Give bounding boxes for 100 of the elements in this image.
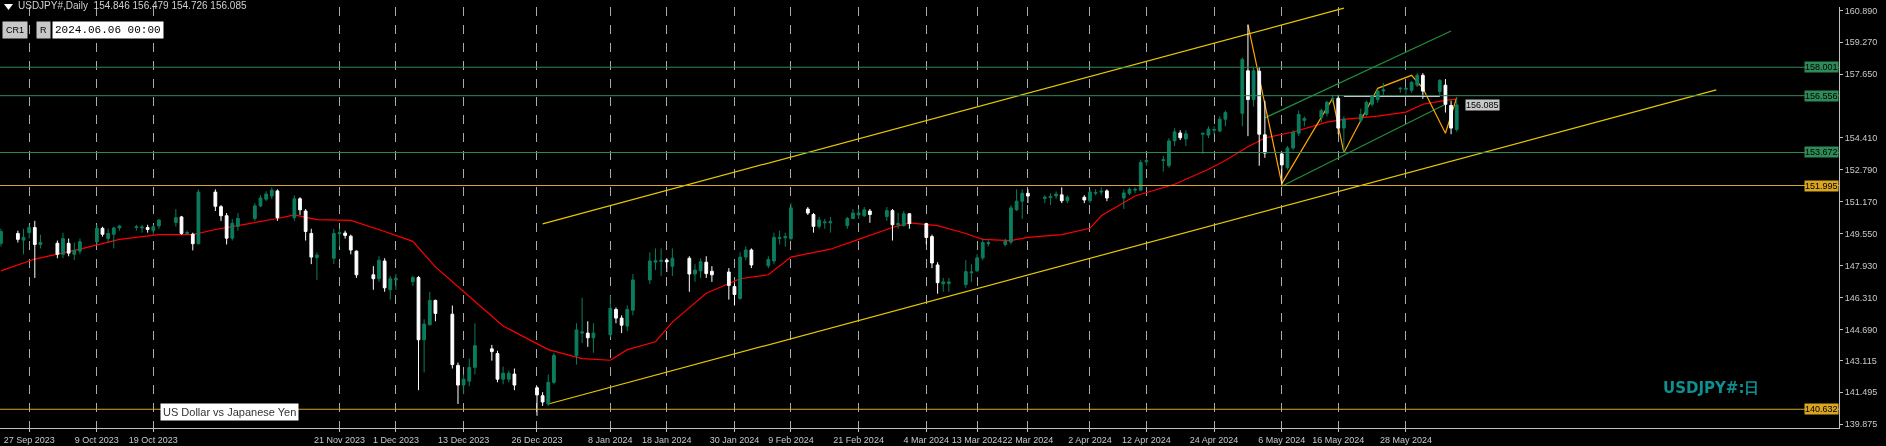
candlestick (811, 212, 816, 234)
candlestick (766, 255, 771, 269)
y-tick-label: 157.650 (1844, 69, 1878, 80)
chart-title: USDJPY#,Daily 154.846 156.479 154.726 156.085 (18, 0, 247, 12)
ref-line-label: 158.001 (1805, 62, 1838, 72)
candlestick (924, 222, 929, 245)
candlestick (1065, 194, 1070, 204)
candlestick (896, 212, 900, 230)
x-tick-label: 16 May 2024 (1312, 434, 1365, 445)
candlestick (1341, 115, 1346, 153)
annotation: US Dollar vs Japanese Yen (163, 406, 297, 418)
candlestick (890, 208, 895, 242)
candlestick (901, 210, 906, 228)
candlestick (32, 220, 37, 279)
candlestick (416, 275, 421, 391)
candlestick (1449, 100, 1453, 135)
candlestick (591, 322, 596, 354)
candlestick (726, 267, 731, 301)
x-tick-label: 13 Dec 2023 (438, 434, 490, 445)
candlestick (625, 305, 630, 332)
y-tick-label: 152.790 (1844, 165, 1878, 175)
candlestick (275, 188, 280, 222)
y-tick-label: 154.410 (1844, 133, 1878, 144)
candlestick (173, 208, 178, 228)
candlestick (552, 352, 556, 385)
candlestick (495, 350, 500, 383)
candlestick (930, 234, 934, 269)
x-tick-label: 19 Oct 2023 (128, 434, 178, 445)
candlestick (94, 224, 99, 245)
x-tick-label: 6 May 2024 (1258, 434, 1306, 445)
candlestick (38, 234, 43, 249)
candlestick (501, 366, 506, 385)
candlestick (743, 245, 748, 261)
candlestick (687, 255, 692, 293)
candlestick (664, 257, 669, 273)
candlestick (456, 362, 460, 405)
y-tick-label: 147.930 (1844, 260, 1878, 271)
candlestick (196, 188, 201, 245)
candlestick (732, 283, 737, 307)
candlestick (975, 253, 979, 273)
x-tick-label: 21 Nov 2023 (313, 434, 366, 445)
candlestick (868, 208, 872, 224)
candlestick (1437, 78, 1442, 96)
x-tick-label: 12 Apr 2024 (1122, 434, 1171, 445)
ref-line-label: 140.632 (1805, 404, 1838, 414)
candlestick (315, 251, 319, 281)
annotation: 2024.06.06 00:00 (55, 24, 161, 36)
candlestick (710, 265, 714, 283)
candlestick (935, 261, 940, 295)
x-tick-label: 22 Mar 2024 (1002, 434, 1054, 445)
candlestick (489, 344, 494, 362)
candlestick (1082, 194, 1087, 204)
candlestick (236, 212, 240, 232)
candlestick (343, 230, 348, 240)
annotation: USDJPY#:日 (1663, 379, 1760, 397)
x-tick-label: 13 Mar 2024 (951, 434, 1003, 445)
y-tick-label: 139.875 (1844, 419, 1878, 430)
candlestick (1240, 56, 1245, 127)
candlestick (817, 216, 821, 230)
x-tick-label: 9 Oct 2023 (74, 434, 119, 445)
candlestick (512, 368, 517, 391)
x-tick-label: 24 Apr 2024 (1189, 434, 1239, 445)
candlestick (585, 320, 590, 348)
candlestick (348, 234, 353, 255)
candlestick (354, 249, 359, 279)
candlestick (185, 230, 190, 236)
candlestick (157, 218, 161, 230)
candlestick (947, 277, 951, 293)
candlestick (1279, 151, 1284, 186)
candlestick (749, 247, 754, 269)
candlestick (61, 232, 65, 259)
candlestick (21, 228, 26, 255)
candlestick (1133, 186, 1137, 194)
candlestick (140, 224, 144, 234)
annotation: 156.085 (1466, 100, 1499, 110)
candlestick (1105, 188, 1109, 202)
candlestick (1454, 96, 1459, 133)
y-tick-label: 144.690 (1844, 324, 1878, 335)
candlestick (410, 275, 415, 287)
candlestick (1398, 86, 1403, 94)
candlestick (789, 202, 793, 242)
candlestick (55, 240, 60, 259)
candlestick (535, 385, 539, 417)
y-tick-label: 141.495 (1844, 387, 1878, 398)
candlestick (1172, 127, 1177, 147)
candlestick (614, 306, 618, 324)
candlestick (805, 206, 810, 216)
candlestick (27, 224, 32, 240)
x-tick-label: 26 Dec 2023 (511, 434, 563, 445)
candlestick (1325, 100, 1329, 117)
candlestick (1059, 186, 1064, 204)
candlestick (1088, 188, 1092, 204)
candlestick (1161, 155, 1166, 173)
line-series (0, 98, 1458, 361)
candlestick (941, 277, 946, 293)
candlestick (422, 318, 427, 373)
x-tick-label: 9 Feb 2024 (768, 434, 814, 445)
candlestick (106, 228, 111, 244)
x-tick-label: 27 Sep 2023 (3, 434, 55, 445)
x-tick-label: 21 Feb 2024 (833, 434, 884, 445)
